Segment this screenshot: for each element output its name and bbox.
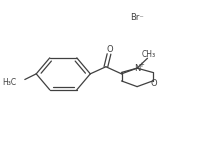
Text: N: N	[134, 64, 140, 73]
Text: O: O	[150, 79, 157, 88]
Text: Br⁻: Br⁻	[130, 12, 144, 22]
Text: O: O	[106, 45, 113, 55]
Text: CH₃: CH₃	[141, 50, 156, 59]
Text: H₃C: H₃C	[2, 78, 16, 87]
Text: +: +	[139, 62, 145, 68]
